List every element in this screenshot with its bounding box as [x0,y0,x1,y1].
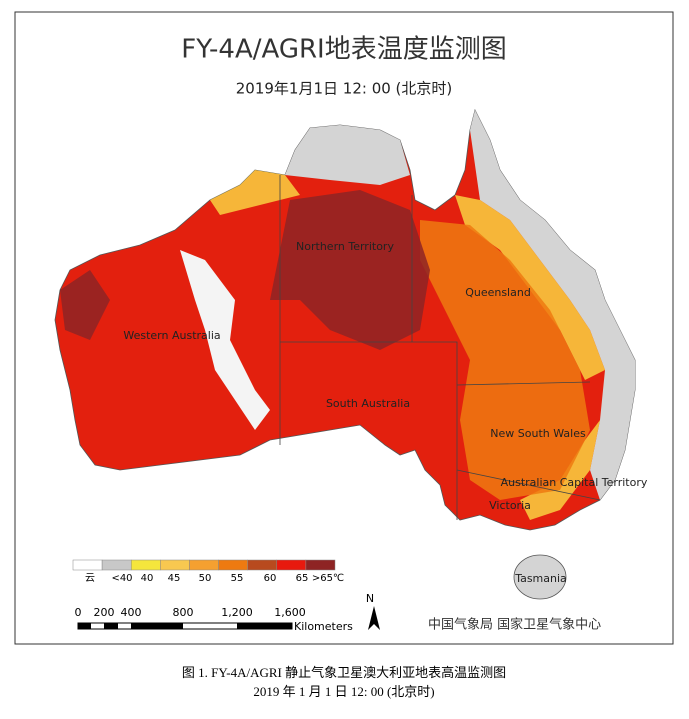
region-label: Northern Territory [296,240,394,253]
hot-dark [60,190,430,350]
region-label: Victoria [489,499,531,512]
legend-swatch [101,559,132,571]
legend-label: 55 [231,573,244,584]
cloud-gray [285,110,635,500]
scale-segment [131,623,183,629]
legend-swatch [276,559,307,571]
scale-unit: Kilometers [294,620,353,633]
legend-label: >65℃ [312,573,344,584]
legend-label: 45 [168,573,181,584]
border [456,381,591,386]
caption-line: 2019 年 1 月 1 日 12: 00 (北京时) [253,684,434,699]
subtitle: 2019年1月1日 12: 00 (北京时) [236,80,453,98]
region-label: New South Wales [490,427,586,440]
legend: 云 <40 40 45 50 55 60 65 >65℃ [72,559,344,584]
cloud-white [180,250,270,430]
scale-label: 400 [121,606,142,619]
scale-segment [237,623,292,629]
scale-label: 800 [173,606,194,619]
region-label: South Australia [326,397,410,410]
legend-label: 60 [264,573,277,584]
region-label: Queensland [465,286,531,299]
legend-swatch [218,559,248,571]
legend-swatch [160,559,190,571]
border [280,341,458,520]
legend-swatch [189,559,219,571]
legend-label: <40 [111,573,132,584]
scale-label: 0 [75,606,82,619]
state-borders [279,175,601,520]
north-arrow [368,606,380,630]
north-label: N [366,592,374,605]
region-label: Tasmania [514,572,567,585]
scale-label: 1,200 [221,606,253,619]
legend-label: 云 [85,573,95,584]
caption-line: 图 1. FY-4A/AGRI 静止气象卫星澳大利亚地表高温监测图 [182,665,506,680]
region-label: Western Australia [123,329,220,342]
legend-label: 50 [199,573,212,584]
region-label: Australian Capital Territory [501,476,648,489]
legend-swatch [305,559,336,571]
legend-swatch [130,559,161,571]
legend-swatch [72,559,103,571]
scale-label: 1,600 [274,606,306,619]
title: FY-4A/AGRI地表温度监测图 [181,35,506,65]
legend-label: 40 [141,573,154,584]
scale-segment [104,623,118,629]
scale-segment [78,623,91,629]
map [54,108,636,600]
legend-label: 65 [296,573,309,584]
border [456,469,601,501]
hot-orange [420,220,590,500]
legend-swatch [247,559,278,571]
agencies: 中国气象局 国家卫星气象中心 [428,617,601,633]
scale-label: 200 [94,606,115,619]
tasmania [513,554,567,600]
